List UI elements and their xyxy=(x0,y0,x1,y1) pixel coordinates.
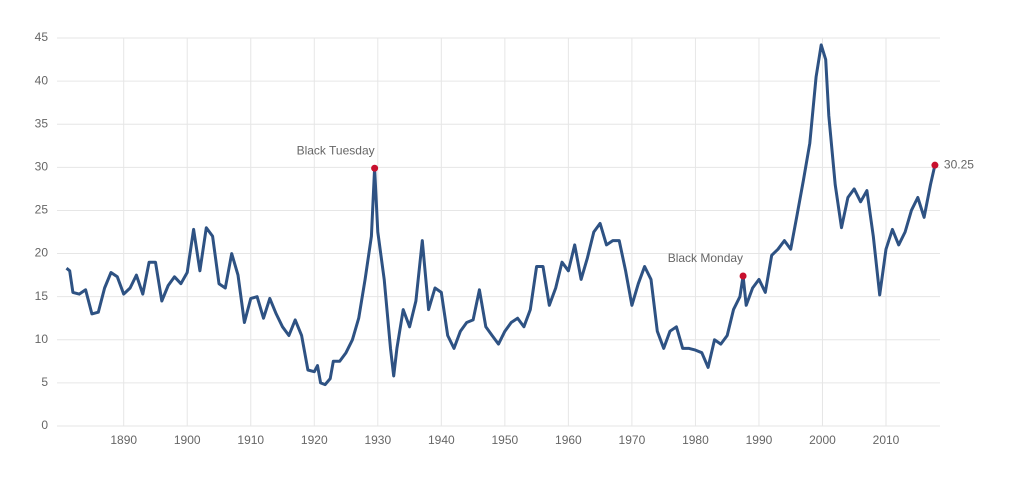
annotation-label: Black Tuesday xyxy=(297,143,375,157)
y-tick-label: 15 xyxy=(35,289,49,303)
x-tick-label: 1940 xyxy=(428,433,455,447)
annotation-point xyxy=(371,164,379,172)
y-tick-label: 10 xyxy=(35,332,49,346)
x-tick-label: 1930 xyxy=(364,433,391,447)
data-line xyxy=(65,43,937,387)
x-tick-label: 1980 xyxy=(682,433,709,447)
y-tick-label: 30 xyxy=(35,160,49,174)
x-tick-label: 1960 xyxy=(555,433,582,447)
annotation-value: 30.25 xyxy=(944,157,974,171)
y-tick-label: 45 xyxy=(35,30,49,44)
y-tick-label: 0 xyxy=(41,418,48,432)
x-tick-label: 1950 xyxy=(492,433,519,447)
y-tick-label: 5 xyxy=(41,375,48,389)
annotation-label: Black Monday xyxy=(668,251,743,265)
y-tick-label: 35 xyxy=(35,116,49,130)
x-tick-label: 1970 xyxy=(619,433,646,447)
x-tick-label: 2000 xyxy=(809,433,836,447)
x-tick-label: 1920 xyxy=(301,433,328,447)
y-tick-label: 20 xyxy=(35,246,49,260)
x-tick-label: 2010 xyxy=(873,433,900,447)
annotation-point xyxy=(739,272,747,280)
y-tick-label: 25 xyxy=(35,203,49,217)
y-tick-label: 40 xyxy=(35,73,49,87)
x-tick-label: 1910 xyxy=(237,433,264,447)
x-tick-label: 1990 xyxy=(746,433,773,447)
x-tick-label: 1890 xyxy=(110,433,137,447)
x-tick-label: 1900 xyxy=(174,433,201,447)
annotation-point xyxy=(931,161,939,169)
